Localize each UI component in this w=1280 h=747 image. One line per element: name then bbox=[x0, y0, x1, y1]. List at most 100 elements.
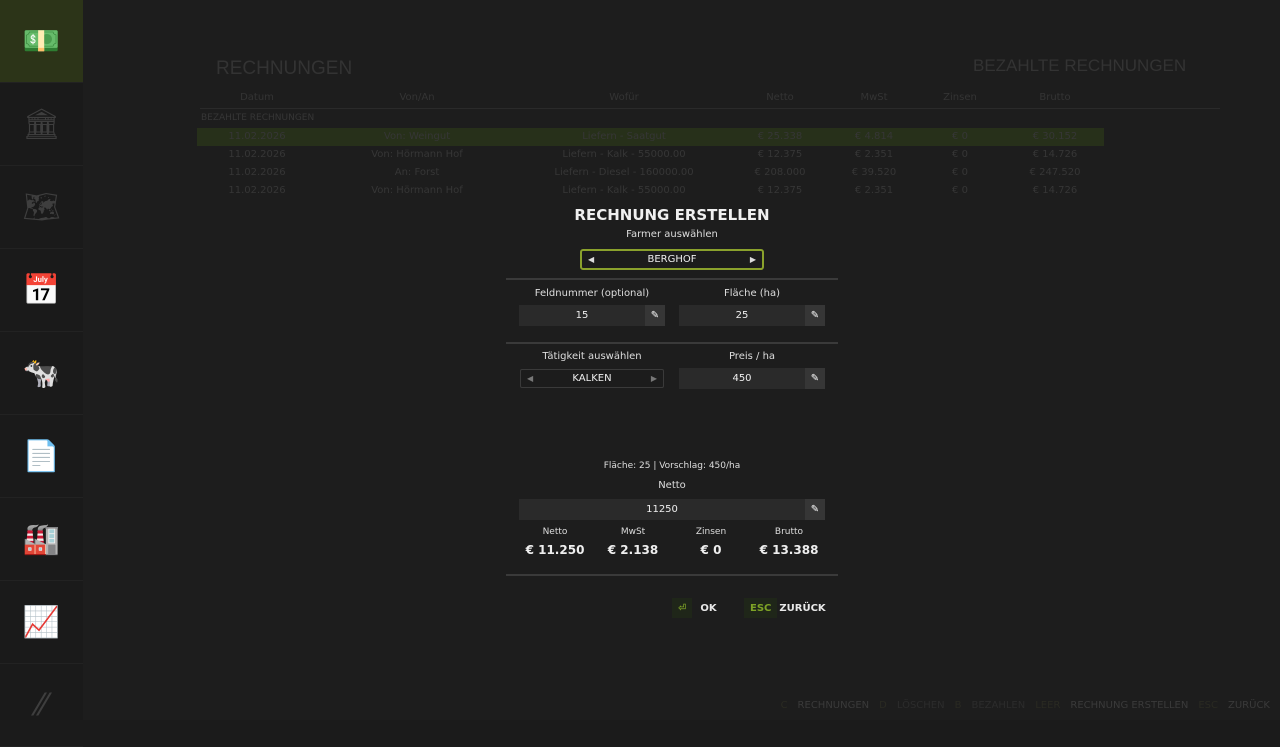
bank-icon: 🏛 bbox=[22, 106, 61, 142]
table-cell: 11.02.2026 bbox=[228, 131, 286, 142]
column-header: Von/An bbox=[399, 92, 435, 103]
arrow-right-icon[interactable]: ▶ bbox=[650, 374, 657, 383]
footer-invoices-button[interactable]: RECHNUNGEN bbox=[797, 700, 870, 711]
arrow-left-icon[interactable]: ◀ bbox=[527, 374, 534, 383]
area-label: Fläche (ha) bbox=[723, 288, 781, 299]
ok-button[interactable]: ⏎ OK bbox=[672, 598, 717, 618]
sidebar-item-finances[interactable]: 💵 bbox=[0, 0, 83, 83]
table-cell: Liefern - Saatgut bbox=[582, 131, 666, 142]
activity-label: Tätigkeit auswählen bbox=[542, 351, 642, 362]
summary-mwst: € 2.138 bbox=[607, 543, 659, 557]
summary-label: MwSt bbox=[620, 527, 646, 537]
table-cell: Von: Hörmann Hof bbox=[371, 185, 463, 196]
footer-create-invoice-button[interactable]: RECHNUNG ERSTELLEN bbox=[1070, 700, 1189, 711]
footer-key: B bbox=[954, 700, 962, 711]
netto-input[interactable]: 11250 ✎ bbox=[519, 499, 825, 520]
table-cell: € 30.152 bbox=[1032, 131, 1078, 142]
hint-text: Fläche: 25 | Vorschlag: 450/ha bbox=[603, 461, 741, 471]
table-row[interactable]: 11.02.2026 Von: Weingut Liefern - Saatgut €… bbox=[197, 128, 1104, 146]
pencil-icon[interactable]: ✎ bbox=[645, 305, 665, 326]
footer-pay-button[interactable]: BEZAHLEN bbox=[971, 700, 1026, 711]
footer-hints: C RECHNUNGEN D LÖSCHEN B BEZAHLEN LEER RECHN… bbox=[781, 700, 1280, 711]
column-header: Netto bbox=[766, 92, 794, 103]
farmer-label: Farmer auswählen bbox=[626, 229, 718, 240]
paid-invoices-tab[interactable]: BEZAHLTE RECHNUNGEN bbox=[973, 56, 1187, 75]
table-cell: Liefern - Diesel - 160000.00 bbox=[554, 167, 694, 178]
footer-key: D bbox=[879, 700, 887, 711]
table-cell: Liefern - Kalk - 55000.00 bbox=[562, 185, 686, 196]
farmer-value: BERGHOF bbox=[647, 254, 697, 265]
activity-selector[interactable]: ◀ KALKEN ▶ bbox=[520, 369, 664, 388]
table-cell: Von: Hörmann Hof bbox=[371, 149, 463, 160]
sidebar-item-map[interactable]: 🗺 bbox=[0, 166, 83, 249]
back-label: ZURÜCK bbox=[779, 602, 826, 614]
column-header: Zinsen bbox=[943, 92, 977, 103]
summary-label: Brutto bbox=[774, 527, 804, 537]
summary-netto: € 11.250 bbox=[525, 543, 585, 557]
money-hand-icon: 💵 bbox=[22, 23, 61, 59]
sidebar-item-production[interactable]: 🏭 bbox=[0, 498, 83, 581]
table-cell: € 0 bbox=[952, 167, 968, 178]
summary-label: Netto bbox=[542, 527, 568, 537]
pencil-icon[interactable]: ✎ bbox=[805, 368, 825, 389]
enter-key-icon: ⏎ bbox=[672, 598, 693, 618]
divider bbox=[506, 574, 838, 576]
price-input[interactable]: 450 ✎ bbox=[679, 368, 825, 389]
table-cell: € 0 bbox=[952, 185, 968, 196]
footer-delete-button[interactable]: LÖSCHEN bbox=[896, 700, 945, 711]
activity-value: KALKEN bbox=[572, 373, 612, 384]
field-number-value: 15 bbox=[575, 310, 589, 321]
sidebar: 💵 🏛 🗺 📅 🐄 📄 🏭 📈 ⁄⁄ bbox=[0, 0, 83, 747]
farmer-selector[interactable]: ◀ BERGHOF ▶ bbox=[580, 249, 764, 270]
table-row[interactable]: 11.02.2026 Von: Hörmann Hof Liefern - Kalk… bbox=[197, 182, 1104, 200]
column-header: Brutto bbox=[1039, 92, 1071, 103]
sidebar-item-animals[interactable]: 🐄 bbox=[0, 332, 83, 415]
area-value: 25 bbox=[735, 310, 749, 321]
footer-key: C bbox=[780, 700, 788, 711]
arrow-right-icon[interactable]: ▶ bbox=[749, 255, 756, 264]
dialog-title: RECHNUNG ERSTELLEN bbox=[574, 206, 770, 224]
table-cell: € 12.375 bbox=[757, 149, 803, 160]
netto-label: Netto bbox=[658, 480, 686, 491]
section-label: BEZAHLTE RECHNUNGEN bbox=[201, 113, 315, 123]
pencil-icon[interactable]: ✎ bbox=[805, 305, 825, 326]
table-row[interactable]: 11.02.2026 Von: Hörmann Hof Liefern - Kalk… bbox=[197, 146, 1104, 164]
table-cell: € 14.726 bbox=[1032, 185, 1078, 196]
sidebar-item-more[interactable]: ⁄⁄ bbox=[0, 664, 83, 747]
area-input[interactable]: 25 ✎ bbox=[679, 305, 825, 326]
field-number-label: Feldnummer (optional) bbox=[534, 288, 650, 299]
header-divider bbox=[200, 108, 1220, 109]
pencil-icon[interactable]: ✎ bbox=[805, 499, 825, 520]
column-header: Datum bbox=[240, 92, 274, 103]
divider bbox=[506, 342, 838, 344]
more-icon: ⁄⁄ bbox=[36, 687, 47, 723]
ok-label: OK bbox=[700, 602, 717, 614]
calendar-icon: 📅 bbox=[22, 272, 61, 308]
table-cell: € 39.520 bbox=[851, 167, 897, 178]
documents-icon: 📄 bbox=[22, 438, 61, 474]
back-button[interactable]: ESC ZURÜCK bbox=[744, 598, 826, 618]
sidebar-item-statistics[interactable]: 📈 bbox=[0, 581, 83, 664]
map-icon: 🗺 bbox=[22, 189, 61, 225]
footer-back-button[interactable]: ZURÜCK bbox=[1228, 700, 1270, 711]
column-header: MwSt bbox=[860, 92, 888, 103]
column-header: Wofür bbox=[609, 92, 639, 103]
sidebar-item-contracts[interactable]: 📄 bbox=[0, 415, 83, 498]
table-row[interactable]: 11.02.2026 An: Forst Liefern - Diesel - 16… bbox=[197, 164, 1104, 182]
arrow-left-icon[interactable]: ◀ bbox=[588, 255, 595, 264]
field-number-input[interactable]: 15 ✎ bbox=[519, 305, 665, 326]
table-cell: € 2.351 bbox=[854, 185, 894, 196]
table-cell: 11.02.2026 bbox=[228, 185, 286, 196]
table-cell: € 0 bbox=[952, 131, 968, 142]
sidebar-item-bank[interactable]: 🏛 bbox=[0, 83, 83, 166]
netto-value: 11250 bbox=[646, 504, 678, 515]
footer-key: ESC bbox=[1198, 700, 1219, 711]
table-cell: € 12.375 bbox=[757, 185, 803, 196]
table-cell: € 4.814 bbox=[854, 131, 894, 142]
table-cell: € 25.338 bbox=[757, 131, 803, 142]
summary-zinsen: € 0 bbox=[700, 543, 722, 557]
sidebar-item-calendar[interactable]: 📅 bbox=[0, 249, 83, 332]
table-cell: 11.02.2026 bbox=[228, 167, 286, 178]
growth-chart-icon: 📈 bbox=[22, 604, 61, 640]
summary-brutto: € 13.388 bbox=[759, 543, 819, 557]
